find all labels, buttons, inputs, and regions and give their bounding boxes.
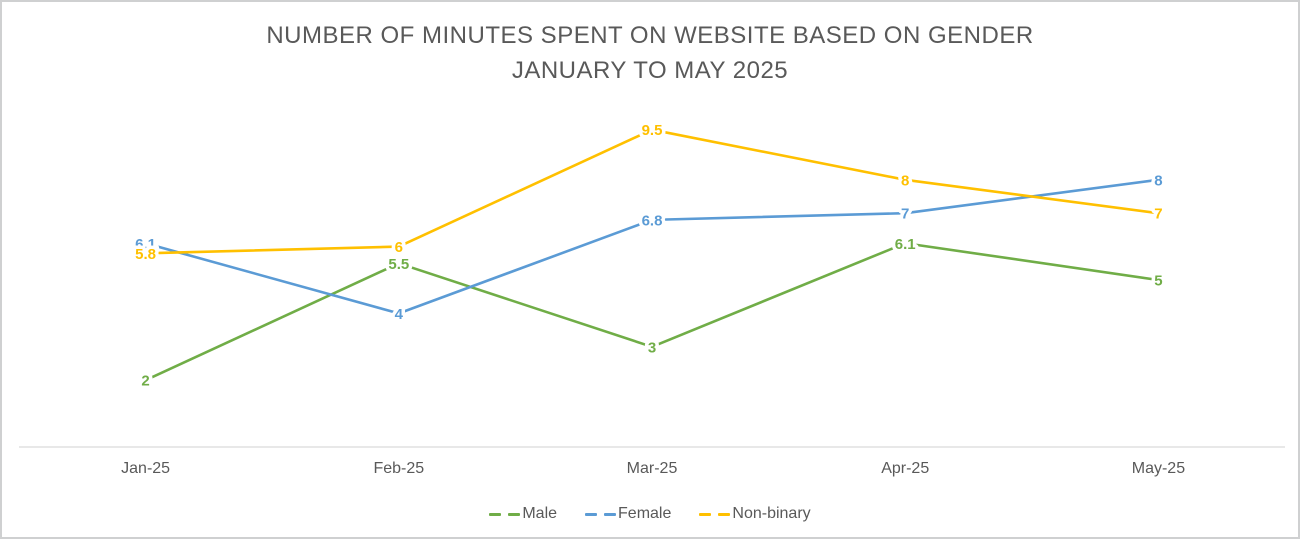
chart-title: NUMBER OF MINUTES SPENT ON WEBSITE BASED… [2, 18, 1298, 88]
data-label-female: 8 [1154, 172, 1162, 189]
male-line-swatch-icon [508, 512, 521, 516]
data-label-male: 5 [1154, 273, 1162, 290]
female-line-swatch-icon [604, 512, 617, 516]
legend-item-nonbinary: Non-binary [699, 505, 811, 523]
legend-item-male: Male [489, 505, 557, 523]
x-axis-label-jan: Jan-25 [121, 460, 171, 477]
data-label-non-binary: 8 [901, 172, 909, 189]
data-label-non-binary: 6 [395, 239, 403, 256]
data-label-male: 5.5 [388, 256, 409, 273]
data-label-female: 6.1 [135, 236, 156, 253]
data-label-male: 6.1 [895, 236, 916, 253]
x-axis-label-mar: Mar-25 [626, 460, 678, 477]
x-axis-label-may: May-25 [1131, 460, 1186, 477]
legend-item-female: Female [585, 505, 671, 523]
chart-legend: Male Female Non-binary [2, 505, 1298, 523]
x-axis-label-feb: Feb-25 [373, 460, 425, 477]
series-line-male [144, 241, 1160, 382]
data-label-male: 2 [141, 373, 149, 390]
chart-title-line1: NUMBER OF MINUTES SPENT ON WEBSITE BASED… [266, 22, 1034, 49]
data-label-non-binary: 7 [1154, 206, 1162, 223]
legend-label-nonbinary: Non-binary [732, 505, 811, 522]
x-axis: Jan-25 Feb-25 Mar-25 Apr-25 May-25 [19, 460, 1285, 478]
data-label-female: 4 [395, 306, 404, 323]
data-label-male: 3 [648, 339, 656, 356]
data-label-female: 6.8 [642, 212, 663, 229]
nonbinary-line-swatch-icon [718, 512, 731, 516]
data-label-non-binary: 5.8 [135, 246, 156, 263]
nonbinary-line-swatch-icon [699, 512, 712, 516]
legend-label-female: Female [618, 505, 672, 522]
legend-label-male: Male [522, 505, 558, 522]
data-label-non-binary: 9.5 [642, 122, 663, 139]
male-line-swatch-icon [489, 512, 502, 516]
series-line-non-binary [144, 128, 1160, 255]
chart-title-line2: JANUARY TO MAY 2025 [511, 57, 789, 84]
female-line-swatch-icon [585, 512, 598, 516]
x-axis-label-apr: Apr-25 [881, 460, 930, 477]
series-line-female [144, 178, 1160, 315]
data-label-female: 7 [901, 206, 909, 223]
